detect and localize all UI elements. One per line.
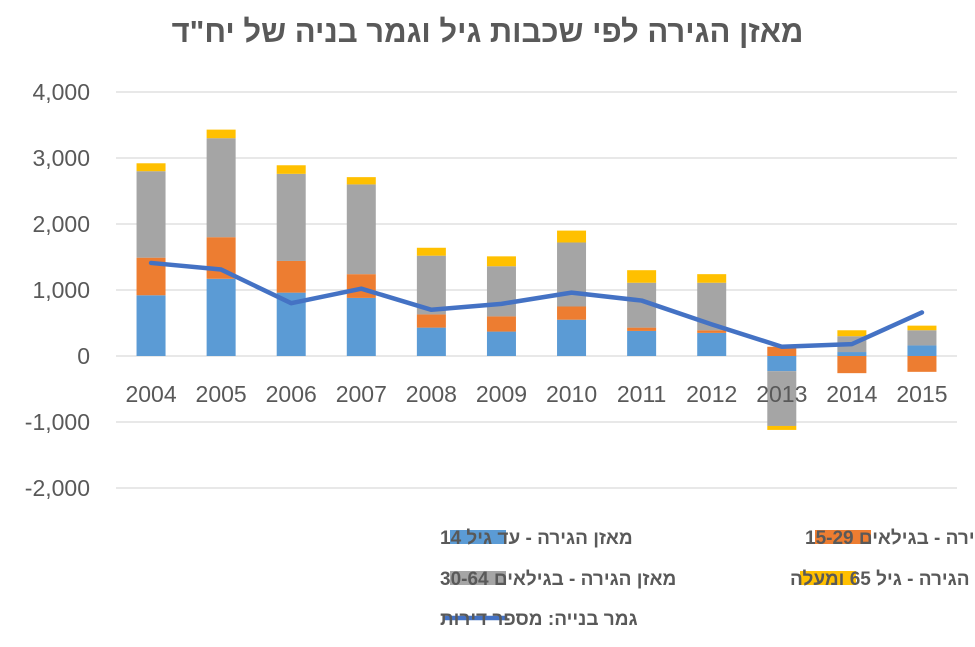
bar-2008-s2	[416, 314, 446, 328]
legend-label: מאזן הגירה - עד גיל 14	[440, 528, 633, 549]
bar-2014-s4	[837, 330, 867, 337]
bar-2005-s4	[206, 129, 236, 139]
bar-2012-s4	[697, 274, 727, 283]
bar-2010-s4	[557, 230, 587, 243]
bar-2013-s4	[767, 425, 797, 430]
bars	[136, 129, 937, 430]
legend-label: מאזן הגירה - גיל 65 ומעלה	[790, 569, 975, 590]
bar-2004-s3	[136, 171, 166, 258]
bar-2011-s1	[627, 330, 657, 356]
bar-2013-s1	[767, 356, 797, 372]
bar-2004-s4	[136, 163, 166, 172]
x-tick-label: 2007	[336, 381, 387, 407]
y-tick-label: -1,000	[25, 409, 90, 435]
x-tick-label: 2012	[686, 381, 737, 407]
bar-2009-s1	[486, 331, 516, 356]
bar-2008-s1	[416, 327, 446, 356]
bar-2012-s1	[697, 332, 727, 356]
bar-2010-s3	[557, 242, 587, 307]
bar-2013-s3	[767, 371, 797, 426]
bar-2005-s1	[206, 278, 236, 356]
x-tick-label: 2005	[196, 381, 247, 407]
legend-swatch	[450, 530, 506, 544]
bar-2006-s4	[276, 165, 306, 174]
x-tick-label: 2006	[266, 381, 317, 407]
y-tick-label: 4,000	[32, 79, 90, 105]
chart-title: מאזן הגירה לפי שכבות גיל וגמר בניה של יח…	[171, 14, 804, 49]
legend: מאזן הגירה - עד גיל 14 מאזן הגירה - בגילא…	[440, 528, 975, 630]
bar-2015-s2	[907, 356, 937, 372]
bar-2009-s2	[486, 316, 516, 332]
bar-2006-s3	[276, 173, 306, 261]
y-tick-label: -2,000	[25, 475, 90, 501]
y-tick-label: 2,000	[32, 211, 90, 237]
y-axis: 4,000 3,000 2,000 1,000 0 -1,000 -2,000	[25, 79, 90, 501]
x-tick-label: 2008	[406, 381, 457, 407]
x-axis: 2004 2005 2006 2007 2008 2009 2010 2011 2012 2013…	[125, 381, 947, 407]
legend-label: מאזן הגירה - בגילאים 15-29	[805, 528, 975, 549]
bar-2015-s1	[907, 345, 937, 356]
bar-2009-s3	[486, 266, 516, 317]
bar-2004-s1	[136, 295, 166, 356]
x-tick-label: 2013	[756, 381, 807, 407]
bar-2015-s4	[907, 325, 937, 331]
legend-swatch	[800, 571, 856, 585]
x-tick-label: 2004	[125, 381, 176, 407]
x-tick-label: 2015	[896, 381, 947, 407]
bar-2012-s2	[697, 330, 727, 333]
bar-2014-s1	[837, 352, 867, 356]
bar-2007-s4	[346, 177, 376, 185]
bar-2009-s4	[486, 256, 516, 267]
x-tick-label: 2011	[617, 381, 666, 407]
bar-2011-s4	[627, 270, 657, 283]
bar-2007-s3	[346, 184, 376, 275]
line-construction-completions	[148, 260, 925, 350]
legend-swatch	[815, 530, 871, 544]
x-tick-label: 2014	[826, 381, 877, 407]
y-tick-label: 0	[77, 343, 90, 369]
bar-2008-s4	[416, 247, 446, 256]
line-series	[148, 260, 925, 350]
bar-2015-s3	[907, 330, 937, 346]
legend-label: מאזן הגירה - בגילאים 30-64	[440, 569, 676, 590]
bar-2007-s1	[346, 297, 376, 356]
bar-2007-s2	[346, 274, 376, 298]
bar-2006-s2	[276, 260, 306, 293]
legend-swatch	[450, 571, 506, 585]
bar-2014-s2	[837, 356, 867, 374]
legend-label: גמר בנייה: מספר דירות	[440, 609, 638, 630]
bar-2013-s2	[767, 346, 797, 356]
y-tick-label: 1,000	[32, 277, 90, 303]
bar-2011-s2	[627, 327, 657, 331]
y-tick-label: 3,000	[32, 145, 90, 171]
bar-2005-s3	[206, 138, 236, 238]
bar-2010-s2	[557, 306, 587, 320]
x-tick-label: 2010	[546, 381, 597, 407]
gridlines	[116, 91, 957, 489]
bar-2010-s1	[557, 319, 587, 356]
x-tick-label: 2009	[476, 381, 527, 407]
